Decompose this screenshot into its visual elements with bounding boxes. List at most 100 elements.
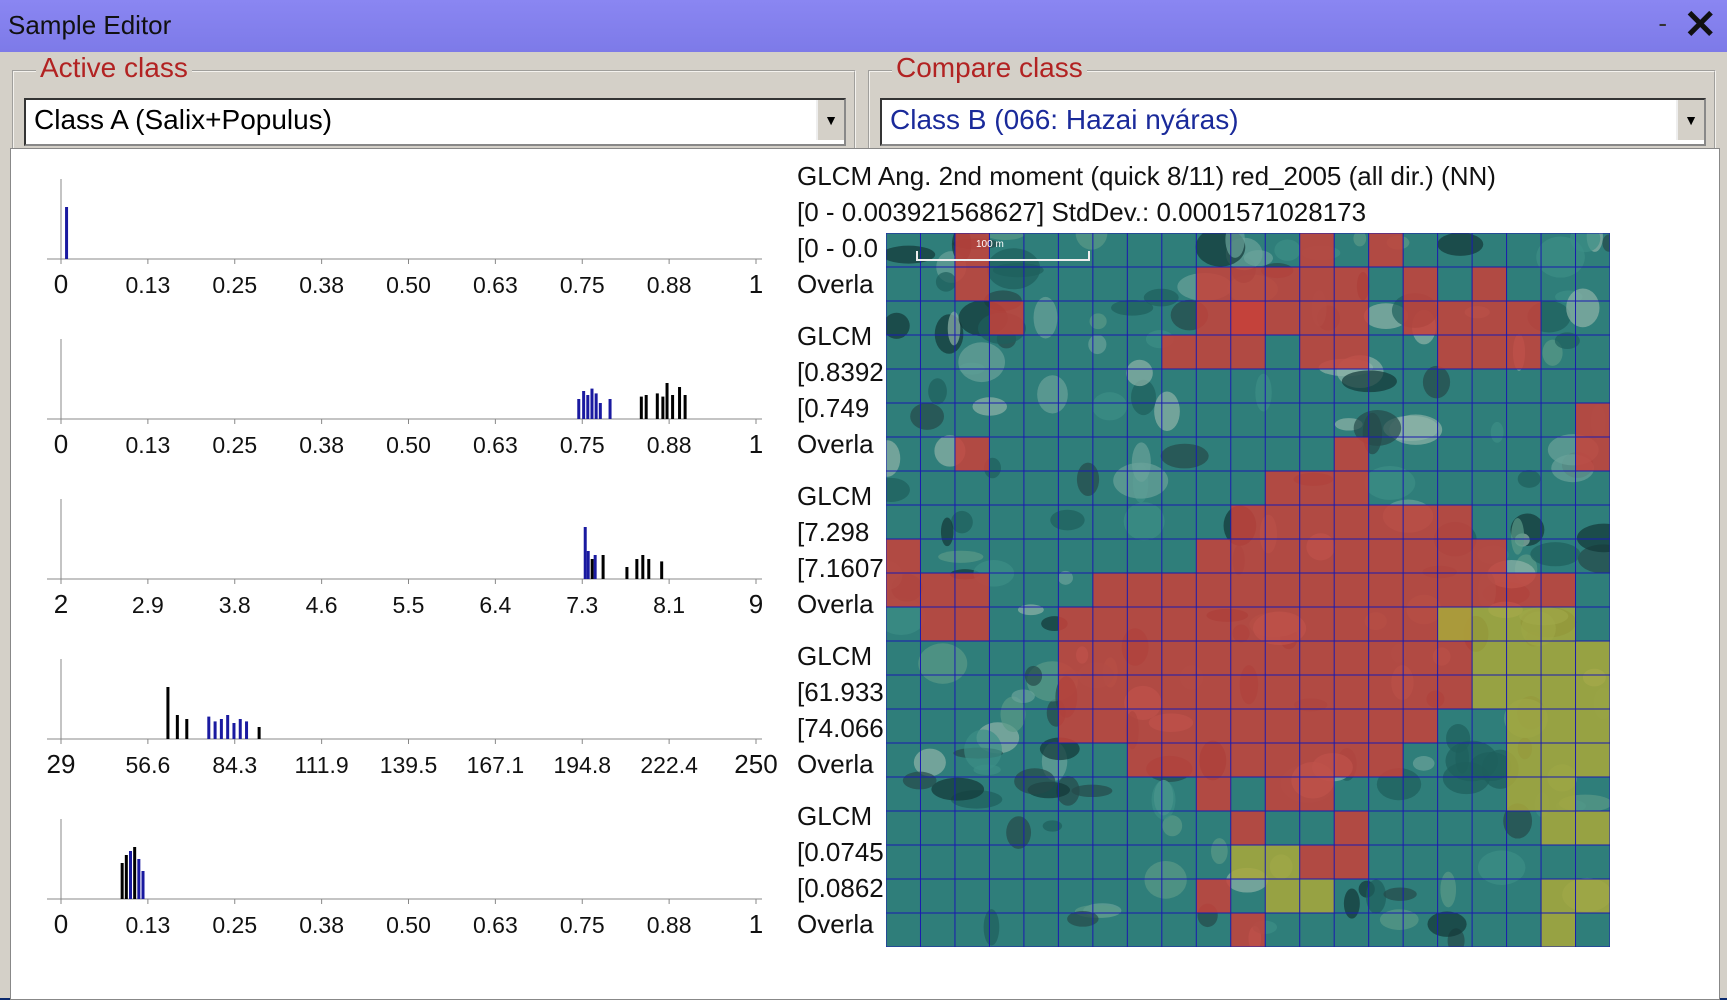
sample-cell-active[interactable] — [1403, 539, 1438, 573]
sample-cell-active[interactable] — [1230, 641, 1266, 675]
sample-cell-active[interactable] — [1196, 675, 1231, 709]
sample-cell-active[interactable] — [1472, 267, 1507, 301]
sample-cell-active[interactable] — [1092, 607, 1128, 641]
sample-cell-active[interactable] — [1196, 607, 1231, 641]
sample-cell-compare[interactable] — [1506, 607, 1542, 641]
sample-cell-active[interactable] — [1403, 607, 1438, 641]
sample-cell-compare[interactable] — [1506, 743, 1542, 777]
sample-cell-compare[interactable] — [1506, 675, 1542, 709]
chevron-down-icon[interactable]: ▼ — [816, 100, 844, 140]
sample-cell-active[interactable] — [1299, 301, 1335, 335]
sample-cell-active[interactable] — [1575, 437, 1610, 471]
sample-cell-compare[interactable] — [1541, 777, 1576, 811]
sample-cell-compare[interactable] — [1506, 777, 1542, 811]
sample-cell-active[interactable] — [1127, 607, 1162, 641]
sample-cell-active[interactable] — [1334, 675, 1369, 709]
sample-cell-active[interactable] — [1265, 777, 1300, 811]
sample-cell-active[interactable] — [1058, 641, 1093, 675]
sample-cell-active[interactable] — [1127, 675, 1162, 709]
sample-cell-active[interactable] — [1127, 743, 1162, 777]
sample-cell-active[interactable] — [1265, 675, 1300, 709]
sample-cell-active[interactable] — [1437, 539, 1473, 573]
sample-cell-active[interactable] — [954, 573, 990, 607]
sample-cell-active[interactable] — [1161, 675, 1197, 709]
sample-cell-compare[interactable] — [1506, 641, 1542, 675]
sample-cell-active[interactable] — [1196, 879, 1231, 913]
sample-cell-active[interactable] — [886, 573, 921, 607]
sample-cell-compare[interactable] — [1541, 913, 1576, 947]
sample-cell-compare[interactable] — [1230, 845, 1266, 879]
sample-cell-active[interactable] — [1196, 539, 1231, 573]
sample-cell-active[interactable] — [1334, 471, 1369, 505]
sample-cell-active[interactable] — [1403, 573, 1438, 607]
sample-cell-active[interactable] — [1299, 267, 1335, 301]
sample-cell-active[interactable] — [1127, 709, 1162, 743]
sample-cell-active[interactable] — [954, 437, 990, 471]
sample-cell-compare[interactable] — [1265, 879, 1300, 913]
chevron-down-icon[interactable]: ▼ — [1676, 100, 1704, 140]
sample-cell-active[interactable] — [1230, 335, 1266, 369]
sample-cell-active[interactable] — [1575, 403, 1610, 437]
sample-cell-active[interactable] — [1127, 641, 1162, 675]
sample-cell-active[interactable] — [1368, 573, 1404, 607]
sample-cell-compare[interactable] — [1472, 675, 1507, 709]
sample-cell-active[interactable] — [1265, 607, 1300, 641]
sample-cell-compare[interactable] — [1575, 811, 1610, 845]
sample-cell-active[interactable] — [1265, 641, 1300, 675]
sample-cell-active[interactable] — [1299, 675, 1335, 709]
sample-cell-active[interactable] — [1403, 505, 1438, 539]
sample-cell-active[interactable] — [1092, 573, 1128, 607]
sample-cell-active[interactable] — [1368, 233, 1404, 267]
sample-cell-active[interactable] — [1334, 743, 1369, 777]
sample-cell-active[interactable] — [1368, 743, 1404, 777]
sample-cell-active[interactable] — [1265, 573, 1300, 607]
sample-cell-active[interactable] — [1265, 709, 1300, 743]
sample-cell-active[interactable] — [1230, 301, 1266, 335]
sample-cell-active[interactable] — [1230, 267, 1266, 301]
sample-image-view[interactable]: 100 m — [886, 233, 1610, 947]
sample-cell-compare[interactable] — [1541, 879, 1576, 913]
sample-cell-active[interactable] — [1299, 709, 1335, 743]
sample-cell-active[interactable] — [1437, 641, 1473, 675]
sample-cell-active[interactable] — [1127, 573, 1162, 607]
sample-cell-active[interactable] — [1058, 607, 1093, 641]
active-class-dropdown[interactable]: Class A (Salix+Populus) ▼ — [24, 98, 846, 146]
sample-cell-active[interactable] — [1334, 845, 1369, 879]
sample-cell-active[interactable] — [1299, 335, 1335, 369]
sample-cell-active[interactable] — [1058, 675, 1093, 709]
sample-cell-active[interactable] — [1472, 539, 1507, 573]
sample-cell-active[interactable] — [1230, 913, 1266, 947]
sample-cell-compare[interactable] — [1541, 675, 1576, 709]
sample-cell-active[interactable] — [1506, 301, 1542, 335]
sample-cell-active[interactable] — [1230, 811, 1266, 845]
sample-cell-active[interactable] — [1265, 539, 1300, 573]
sample-cell-active[interactable] — [1092, 641, 1128, 675]
sample-cell-active[interactable] — [954, 267, 990, 301]
sample-cell-active[interactable] — [1299, 845, 1335, 879]
sample-cell-active[interactable] — [1161, 573, 1197, 607]
sample-cell-active[interactable] — [1403, 675, 1438, 709]
sample-cell-active[interactable] — [1299, 641, 1335, 675]
sample-cell-active[interactable] — [1196, 335, 1231, 369]
sample-cell-active[interactable] — [1196, 777, 1231, 811]
sample-cell-active[interactable] — [1265, 267, 1300, 301]
sample-cell-active[interactable] — [1437, 335, 1473, 369]
sample-cell-active[interactable] — [1472, 573, 1507, 607]
sample-cell-active[interactable] — [1403, 709, 1438, 743]
sample-cell-compare[interactable] — [1541, 811, 1576, 845]
sample-cell-active[interactable] — [1161, 743, 1197, 777]
sample-cell-compare[interactable] — [1506, 709, 1542, 743]
sample-cell-active[interactable] — [1368, 675, 1404, 709]
sample-cell-compare[interactable] — [1575, 743, 1610, 777]
sample-cell-active[interactable] — [1230, 743, 1266, 777]
sample-cell-active[interactable] — [1196, 709, 1231, 743]
sample-cell-active[interactable] — [1403, 301, 1438, 335]
sample-cell-active[interactable] — [1334, 709, 1369, 743]
sample-cell-active[interactable] — [1299, 777, 1335, 811]
compare-class-dropdown[interactable]: Class B (066: Hazai nyáras) ▼ — [880, 98, 1706, 146]
sample-cell-active[interactable] — [1196, 267, 1231, 301]
sample-cell-active[interactable] — [1265, 505, 1300, 539]
sample-cell-active[interactable] — [1368, 641, 1404, 675]
sample-cell-active[interactable] — [1161, 335, 1197, 369]
sample-cell-active[interactable] — [1368, 505, 1404, 539]
